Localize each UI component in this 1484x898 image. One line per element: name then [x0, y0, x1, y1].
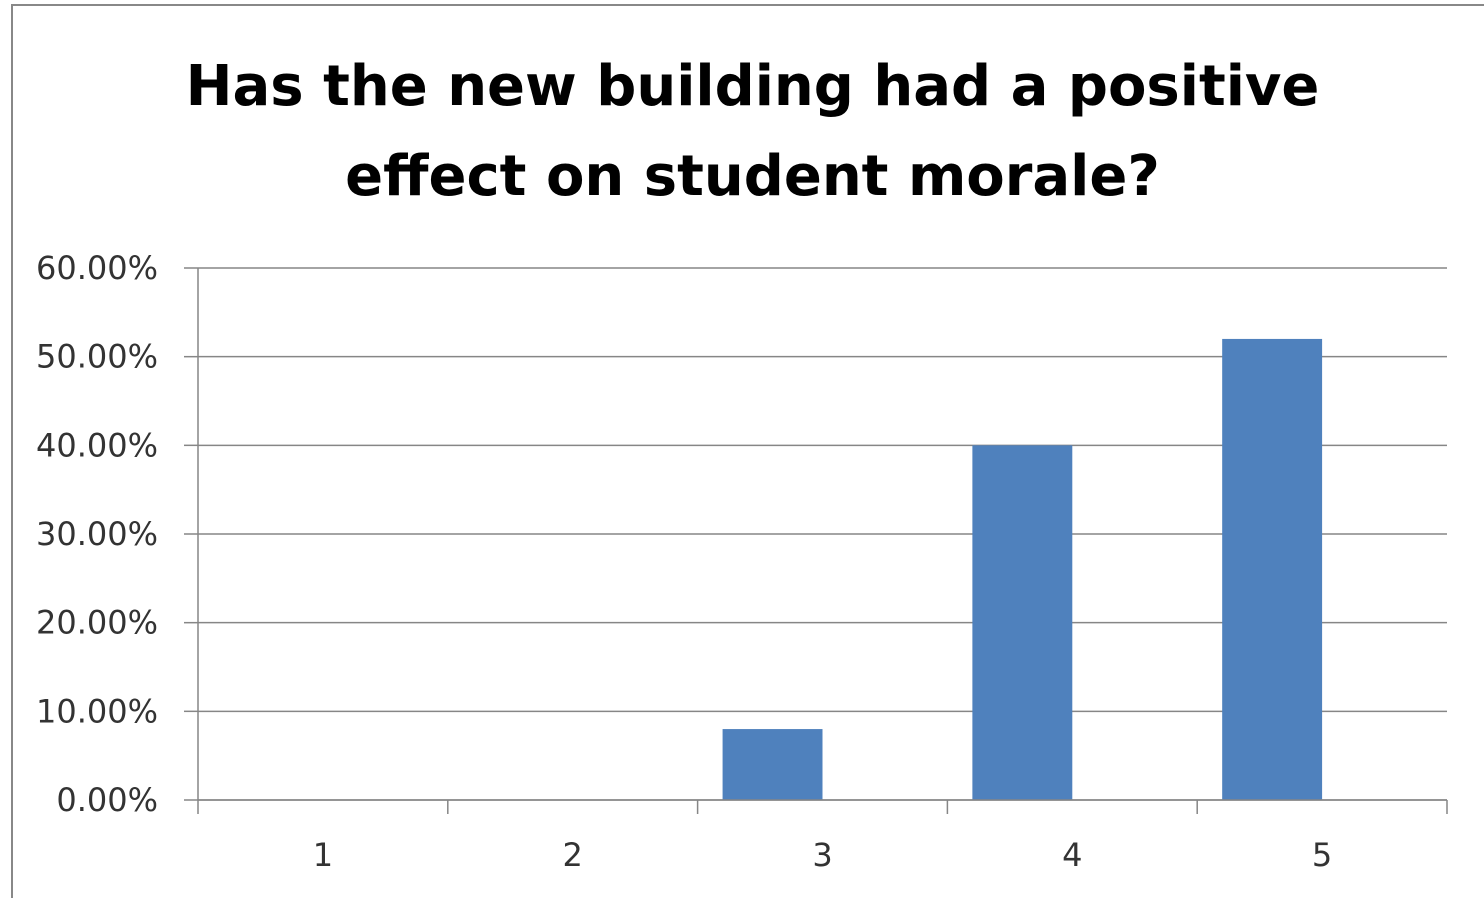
y-tick-label: 50.00% [36, 338, 158, 376]
x-tick-label: 4 [1062, 836, 1082, 874]
x-tick-label: 2 [563, 836, 583, 874]
x-tick-label: 1 [313, 836, 333, 874]
x-tick-label: 5 [1312, 836, 1332, 874]
y-tick-label: 20.00% [36, 604, 158, 642]
chart-title: Has the new building had a positive effe… [185, 54, 1320, 209]
y-tick-label: 30.00% [36, 515, 158, 553]
bar [1222, 338, 1323, 800]
x-tick-label: 3 [812, 836, 832, 874]
bar [722, 729, 823, 800]
y-tick-label: 0.00% [56, 781, 158, 819]
y-tick-label: 10.00% [36, 692, 158, 730]
bar [972, 445, 1073, 800]
y-tick-label: 60.00% [36, 249, 158, 287]
chart-frame [11, 4, 1484, 898]
y-tick-label: 40.00% [36, 426, 158, 464]
